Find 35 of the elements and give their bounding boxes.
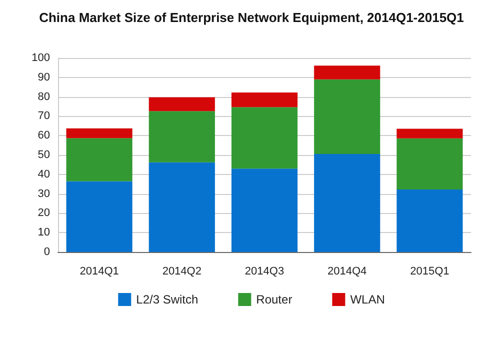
bar xyxy=(231,107,298,169)
bar xyxy=(314,79,380,154)
bar xyxy=(396,190,463,252)
y-tick-label: 70 xyxy=(38,110,50,122)
y-tick-label: 30 xyxy=(38,188,50,200)
bar xyxy=(66,128,132,138)
bar xyxy=(396,138,463,190)
y-tick-label: 20 xyxy=(38,207,50,220)
y-tick-label: 10 xyxy=(38,226,50,239)
x-tick-label: 2014Q2 xyxy=(162,266,202,278)
bar xyxy=(314,154,380,252)
y-tick-label: 60 xyxy=(38,130,50,142)
x-tick-label: 2014Q3 xyxy=(244,266,284,278)
y-tick-label: 50 xyxy=(38,149,50,161)
bar xyxy=(148,162,215,252)
x-tick-label: 2015Q1 xyxy=(410,266,450,278)
y-tick-label: 90 xyxy=(38,71,50,84)
bar xyxy=(231,168,298,252)
y-tick-label: 40 xyxy=(38,168,50,180)
bar xyxy=(314,66,380,80)
y-tick-label: 100 xyxy=(32,52,50,64)
legend-label: Router xyxy=(256,292,292,306)
chart-title: China Market Size of Enterprise Network Equipment, 2014Q1-2015Q1 xyxy=(39,10,464,25)
x-tick-label: 2014Q1 xyxy=(80,266,119,278)
x-tick-label: 2014Q4 xyxy=(328,266,367,278)
bar xyxy=(396,128,463,138)
bar xyxy=(66,181,132,252)
legend-label: WLAN xyxy=(350,292,385,306)
y-tick-label: 80 xyxy=(38,90,50,103)
y-tick-label: 0 xyxy=(44,246,50,258)
bar xyxy=(148,111,215,162)
legend-label: L2/3 Switch xyxy=(136,292,198,306)
bar xyxy=(148,97,215,112)
bar xyxy=(231,92,298,108)
bar xyxy=(66,138,132,182)
